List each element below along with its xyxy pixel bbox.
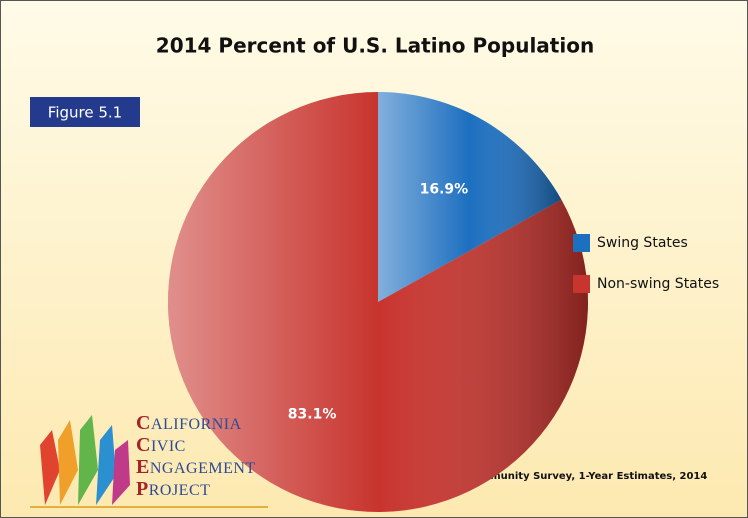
figure-label-box bbox=[30, 97, 140, 127]
legend-swatch bbox=[573, 234, 590, 252]
logo-line: CALIFORNIA bbox=[136, 412, 242, 434]
chart-title: 2014 Percent of U.S. Latino Population bbox=[156, 34, 594, 58]
data-label: 16.9% bbox=[420, 182, 469, 198]
legend-label: Swing States bbox=[597, 235, 688, 251]
logo-text: CALIFORNIA CIVIC ENGAGEMENT PROJECT bbox=[136, 413, 256, 501]
slice-shade bbox=[168, 92, 589, 512]
legend-label: Non-swing States bbox=[597, 276, 719, 292]
logo-line: PROJECT bbox=[136, 478, 211, 500]
legend-swatch bbox=[573, 275, 590, 293]
figure-label: Figure 5.1 bbox=[48, 104, 122, 122]
logo-line: ENGAGEMENT bbox=[136, 456, 256, 478]
logo-hands bbox=[40, 415, 130, 505]
slice-shade bbox=[378, 92, 562, 302]
logo-line: CIVIC bbox=[136, 434, 186, 456]
data-label: 83.1% bbox=[288, 406, 337, 422]
source-note: Data Source: American Community Survey, … bbox=[333, 471, 708, 482]
